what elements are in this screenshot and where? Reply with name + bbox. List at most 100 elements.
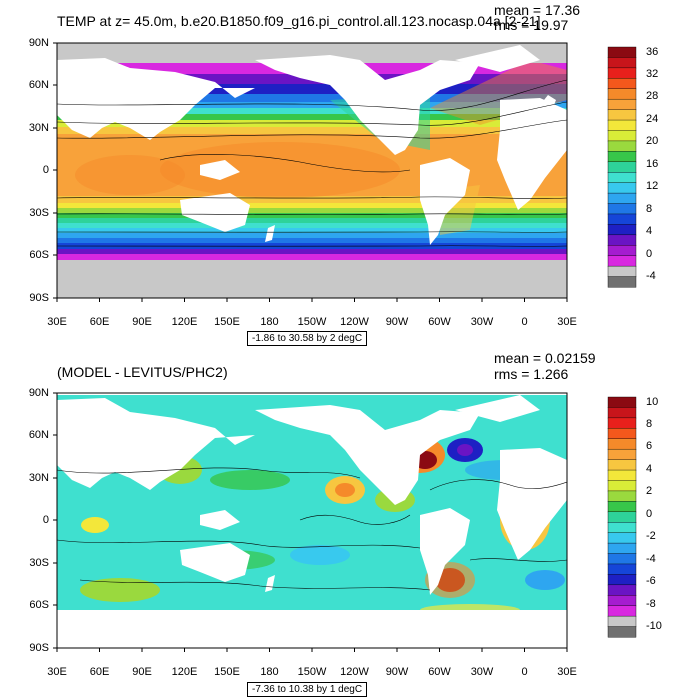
colorbar-swatch (607, 245, 637, 257)
panel2-lon-label: 60W (428, 666, 451, 678)
panel1-lon-label: 150W (297, 316, 327, 328)
panel2-rms: rms = 1.266 (494, 366, 569, 382)
panel2-colorbar-label: -4 (646, 553, 656, 565)
panel1-colorbar-label: 0 (646, 248, 653, 260)
panel2-title: (MODEL - LEVITUS/PHC2) (57, 364, 228, 380)
panel1-lon-label: 30W (470, 316, 494, 328)
panel2-colorbar-label: -6 (646, 575, 656, 587)
panel1-colorbar-label: 36 (646, 46, 659, 58)
panel1-lat-label: 60N (28, 79, 49, 91)
panel1-lon-label: 90E (132, 316, 152, 328)
panel2-lat-label: 30N (28, 472, 49, 484)
colorbar-swatch (607, 57, 637, 69)
colorbar-swatch (607, 109, 637, 121)
colorbar-swatch (607, 553, 637, 565)
colorbar-swatch (607, 151, 637, 163)
panel2-lon-label: 0 (521, 666, 528, 678)
panel2-colorbar-label: 0 (646, 508, 653, 520)
panel2-lon-label: 150E (214, 666, 240, 678)
colorbar-swatch (607, 98, 637, 111)
colorbar-swatch (607, 428, 637, 440)
colorbar-swatch (607, 192, 637, 205)
panel1-ticks (53, 42, 568, 302)
panel1-lon-label: 60E (89, 316, 110, 328)
colorbar-swatch (607, 213, 637, 225)
panel2-colorbar-label: -2 (646, 530, 656, 542)
panel1-colorbar-label: 28 (646, 90, 659, 102)
panel1-lat-label: 90N (28, 37, 49, 49)
panel2-lon-label: 60E (89, 666, 110, 678)
panel1-lon-label: 120W (340, 316, 369, 328)
colorbar-swatch (607, 234, 637, 246)
panel2-colorbar-label: -8 (646, 598, 656, 610)
colorbar-swatch (607, 140, 637, 152)
colorbar-swatch (607, 532, 637, 544)
panel1-colorbar (607, 46, 637, 288)
colorbar-swatch (607, 417, 637, 429)
colorbar-swatch (607, 448, 637, 461)
panel2-lon-label: 30W (470, 666, 494, 678)
panel1-lat-label: 60S (29, 249, 49, 261)
panel2-lon-label: 30E (47, 666, 67, 678)
panel2-colorbar-label: 4 (646, 463, 653, 475)
panel2-colorbar-label: 8 (646, 418, 653, 430)
panel2-lon-label: 120W (340, 666, 369, 678)
colorbar-swatch (607, 182, 637, 194)
colorbar-swatch (607, 490, 637, 502)
colorbar-swatch (607, 584, 637, 596)
panel2-colorbar (607, 396, 637, 638)
panel1-lat-label: 90S (29, 292, 49, 304)
colorbar-swatch (607, 255, 637, 267)
colorbar-swatch (607, 542, 637, 555)
panel1-map (57, 43, 567, 298)
colorbar-swatch (607, 119, 637, 131)
colorbar-swatch (607, 501, 637, 513)
panel1-lon-label: 90W (385, 316, 409, 328)
colorbar-swatch (607, 46, 637, 58)
panel2-lon-label: 120E (171, 666, 198, 678)
colorbar-swatch (607, 626, 637, 638)
panel1-colorbar-label: 4 (646, 225, 653, 237)
colorbar-swatch (607, 161, 637, 173)
colorbar-swatch (607, 438, 637, 450)
panel2-colorbar-label: 6 (646, 440, 653, 452)
panel1-lon-label: 30E (557, 316, 577, 328)
colorbar-swatch (607, 605, 637, 617)
colorbar-swatch (607, 615, 637, 628)
panel2-lon-label: 180 (260, 666, 279, 678)
colorbar-swatch (607, 396, 637, 408)
panel2-lat-label: 0 (42, 514, 49, 526)
colorbar-swatch (607, 574, 637, 586)
panel1-mean: mean = 17.36 (494, 2, 581, 18)
panel1-contour-range: -1.86 to 30.58 by 2 degC (247, 331, 368, 346)
colorbar-swatch (607, 563, 637, 575)
colorbar-swatch (607, 203, 637, 215)
colorbar-swatch (607, 459, 637, 471)
colorbar-swatch (607, 522, 637, 534)
panel1-lon-label: 180 (260, 316, 279, 328)
panel2-colorbar-label: 10 (646, 396, 659, 408)
panel1-colorbar-label: 32 (646, 68, 659, 80)
colorbar-swatch (607, 130, 637, 142)
panel1-lon-label: 60W (428, 316, 451, 328)
colorbar-swatch (607, 265, 637, 278)
panel2-lon-label: 30E (557, 666, 577, 678)
colorbar-swatch (607, 67, 637, 79)
panel2-lat-label: 90N (28, 387, 49, 399)
panel1-lon-label: 30E (47, 316, 67, 328)
panel1-lat-label: 30N (28, 122, 49, 134)
panel1-colorbar-label: 12 (646, 180, 659, 192)
colorbar-swatch (607, 88, 637, 100)
panel1-colorbar-label: 8 (646, 203, 653, 215)
panel2-contour-range: -7.36 to 10.38 by 1 degC (247, 682, 368, 697)
colorbar-swatch (607, 172, 637, 184)
colorbar-swatch (607, 407, 637, 419)
colorbar-swatch (607, 224, 637, 236)
panel1-rms: rms = 19.97 (494, 17, 569, 33)
panel2-colorbar-label: 2 (646, 485, 653, 497)
panel2-lat-label: 60S (29, 599, 49, 611)
panel1-lon-label: 120E (171, 316, 198, 328)
panel1-colorbar-label: 24 (646, 113, 659, 125)
panel2-lat-label: 90S (29, 642, 49, 654)
